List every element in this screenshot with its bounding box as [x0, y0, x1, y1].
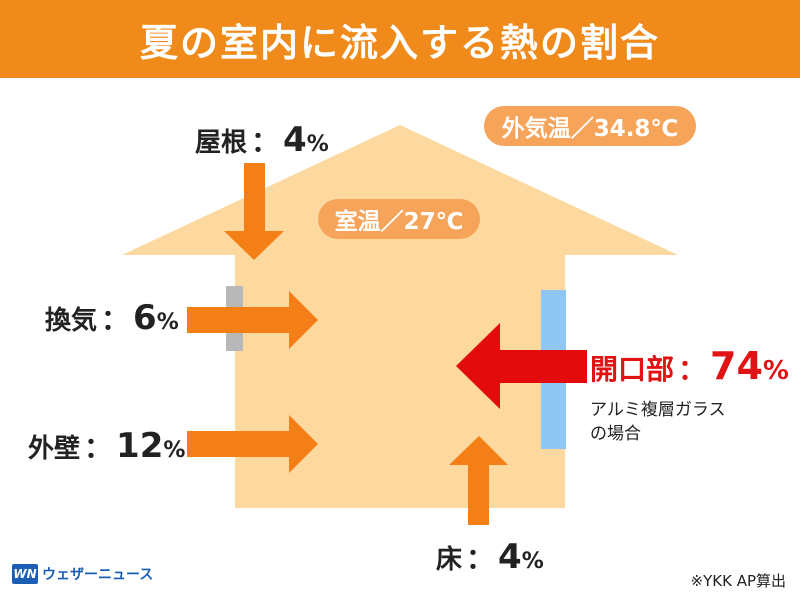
openings-note-line2: の場合	[590, 424, 641, 444]
ventilation-label: 換気 ： 6 %	[45, 298, 179, 338]
floor-unit: %	[521, 549, 544, 574]
openings-label-name: 開口部	[590, 353, 675, 386]
floor-label-name: 床	[436, 545, 463, 575]
openings-arrow	[456, 323, 587, 409]
outdoor-temperature-badge: 外気温／34.8℃	[484, 106, 696, 146]
floor-value: 4	[498, 537, 522, 577]
ventilation-unit: %	[156, 310, 179, 335]
weathernews-logo: WN ウェザーニュース	[12, 564, 153, 584]
page-title: 夏の室内に流入する熱の割合	[0, 0, 800, 78]
ventilation-label-name: 換気	[45, 306, 98, 336]
openings-label-separator: ：	[678, 353, 707, 386]
brand-name: ウェザーニュース	[42, 567, 154, 583]
roof-unit: %	[306, 132, 329, 157]
roof-arrow	[224, 163, 284, 260]
wall-arrow	[187, 415, 318, 473]
wall-label: 外壁 ： 12 %	[28, 426, 185, 466]
ventilation-label-separator: ：	[101, 303, 130, 336]
wn-logo-mark: WN	[12, 564, 38, 584]
openings-unit: %	[762, 356, 789, 386]
wall-unit: %	[163, 438, 186, 463]
floor-label: 床 ： 4 %	[436, 537, 544, 577]
ventilation-value: 6	[133, 298, 157, 338]
openings-note: アルミ複層ガラス の場合	[590, 398, 726, 446]
indoor-temperature-badge: 室温／27℃	[318, 199, 480, 239]
wall-label-name: 外壁	[28, 434, 81, 464]
source-credit: ※YKK AP算出	[690, 572, 786, 590]
roof-label-separator: ：	[251, 125, 280, 158]
roof-value: 4	[283, 120, 307, 160]
roof-label: 屋根 ： 4 %	[195, 120, 329, 160]
ventilation-arrow	[187, 291, 318, 349]
wall-value: 12	[116, 426, 164, 466]
roof-label-name: 屋根	[195, 128, 248, 158]
floor-label-separator: ：	[466, 542, 495, 575]
floor-arrow	[449, 436, 508, 525]
wall-label-separator: ：	[84, 431, 113, 464]
openings-value: 74	[710, 344, 763, 388]
openings-note-line1: アルミ複層ガラス	[590, 400, 726, 420]
openings-label: 開口部 ： 74 %	[590, 344, 789, 388]
